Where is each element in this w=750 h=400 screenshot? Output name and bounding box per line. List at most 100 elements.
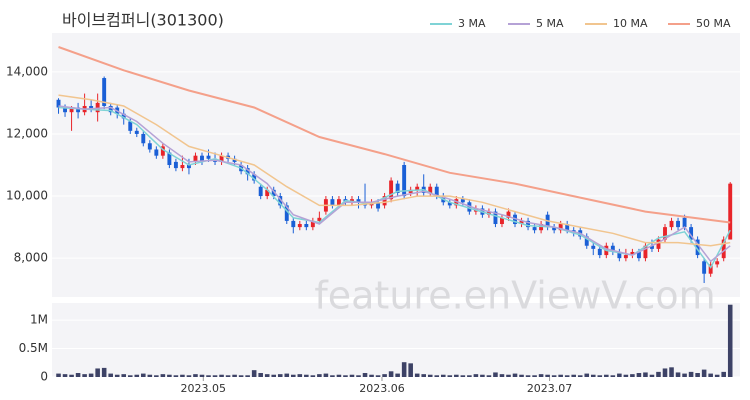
candle-body [134, 130, 139, 134]
volume-bar [427, 374, 433, 377]
candle-body [63, 107, 67, 113]
candle-body [278, 196, 283, 206]
volume-bar [238, 375, 244, 377]
volume-bar [206, 375, 211, 377]
volume-bar [695, 373, 700, 377]
candle-body [656, 239, 661, 249]
candle-body [232, 158, 237, 162]
volume-bar [499, 374, 505, 377]
plot: 8,000 10,000 12,000 14,000 3 MA 5 MA 10 MA 50 M… [6, 17, 740, 395]
volume-bar [460, 375, 466, 377]
candle-body [173, 161, 178, 169]
volume-pane [52, 303, 740, 377]
ma-line [58, 94, 731, 247]
candle-body [356, 199, 361, 203]
volume-bar [597, 375, 603, 377]
volume-bar [708, 373, 713, 377]
volume-bar [271, 374, 277, 377]
volume-bar [264, 374, 270, 377]
volume-bar [330, 375, 335, 377]
candle-body [154, 149, 159, 156]
volume-bar [62, 374, 68, 377]
volume-bar [519, 374, 524, 377]
volume-bar [369, 374, 374, 377]
volume-bar [675, 372, 681, 377]
candle-body [206, 155, 211, 159]
y-tick-label: 14,000 [6, 64, 48, 78]
volume-bar [304, 374, 309, 377]
volume-bar [545, 374, 550, 377]
y-tick-label: 1M [30, 313, 48, 327]
volume-bar [336, 374, 342, 377]
volume-bar [532, 375, 537, 377]
volume-bar [473, 374, 479, 377]
candle-body [539, 224, 544, 231]
volume-bar [349, 374, 355, 377]
candle-body [565, 224, 570, 231]
candle-body [552, 227, 557, 231]
volume-bar [362, 373, 368, 377]
ma-line [58, 105, 731, 263]
volume-bar [688, 371, 694, 377]
volume-bar [141, 373, 146, 377]
volume-bar [682, 373, 687, 377]
volume-bar [604, 374, 609, 377]
volume-bar [669, 367, 674, 377]
volume-bar [512, 373, 518, 377]
candle-body [284, 205, 289, 221]
volume-bar [154, 375, 159, 377]
candle-body [291, 220, 296, 228]
candle-body [76, 107, 81, 113]
volume-bar [480, 374, 485, 377]
legend-label: 5 MA [536, 17, 564, 30]
volume-bar [408, 363, 413, 377]
candle-body [95, 102, 100, 113]
candle-body [271, 189, 276, 197]
legend-label: 10 MA [613, 17, 648, 30]
volume-bar [56, 373, 61, 377]
candle-body [408, 189, 413, 193]
volume-bar [127, 375, 133, 377]
volume-bar [199, 374, 205, 377]
volume-bar [134, 374, 140, 377]
legend-label: 3 MA [458, 17, 486, 30]
candle-body [245, 168, 250, 175]
volume-bar [590, 374, 596, 377]
candle-body [708, 264, 713, 274]
chart-title: 바이브컴퍼니(301300) [62, 11, 224, 30]
y-tick-label: 0.5M [19, 341, 48, 355]
candle-body [376, 202, 381, 209]
volume-bar [82, 374, 87, 377]
volume-bar [356, 375, 361, 377]
volume-bar [225, 375, 231, 377]
candle-body [500, 217, 504, 225]
candle-body [56, 99, 61, 108]
volume-bar [317, 374, 322, 377]
volume-bar [388, 371, 394, 377]
volume-bar [506, 374, 511, 377]
candle-body [447, 202, 452, 206]
volume-bar [571, 374, 576, 377]
candle-body [121, 113, 126, 119]
volume-bar [95, 368, 100, 377]
ma-line [58, 46, 731, 224]
candle-body [610, 245, 615, 252]
legend-label: 50 MA [696, 17, 731, 30]
volume-bar [551, 375, 557, 377]
volume-bar [186, 375, 192, 377]
candle-body [728, 183, 733, 240]
volume-bar [414, 373, 420, 377]
candle-body [89, 105, 94, 110]
volume-bar [701, 369, 707, 377]
volume-bar [662, 368, 668, 377]
volume-bar [630, 374, 635, 377]
volume-bar [382, 374, 387, 377]
volume-bar [251, 370, 257, 377]
candle-body [591, 245, 596, 249]
candle-body [167, 152, 172, 165]
candle-body [650, 245, 654, 249]
volume-bar [447, 375, 453, 377]
candle-body [669, 220, 674, 228]
candle-body [108, 105, 113, 113]
volume-bar [434, 375, 440, 377]
